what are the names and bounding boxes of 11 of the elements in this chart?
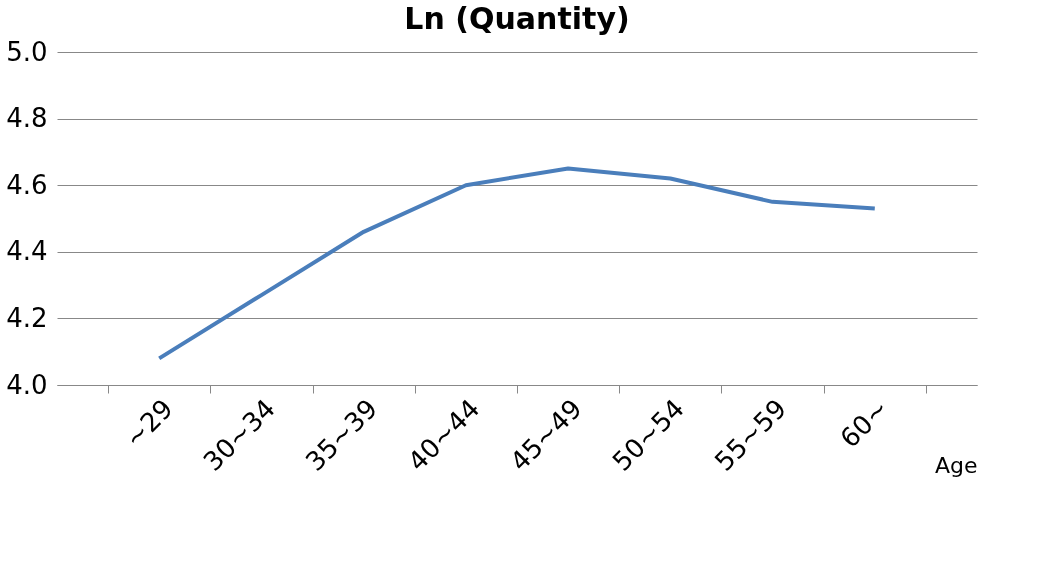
x-axis-title: Age [934, 453, 978, 479]
y-tick-label: 4.4 [6, 236, 48, 267]
y-tick-label: 4.2 [6, 302, 48, 333]
x-tick-label: ~29 [118, 393, 179, 454]
y-tick-label: 4.0 [6, 369, 48, 400]
chart-title: Ln (Quantity) [404, 1, 630, 36]
y-tick-label: 5.0 [6, 36, 48, 67]
y-tick-label: 4.6 [6, 169, 48, 200]
line-series [157, 166, 877, 361]
y-tick-label: 4.8 [6, 103, 48, 134]
x-tick-label: 60~ [834, 393, 895, 454]
